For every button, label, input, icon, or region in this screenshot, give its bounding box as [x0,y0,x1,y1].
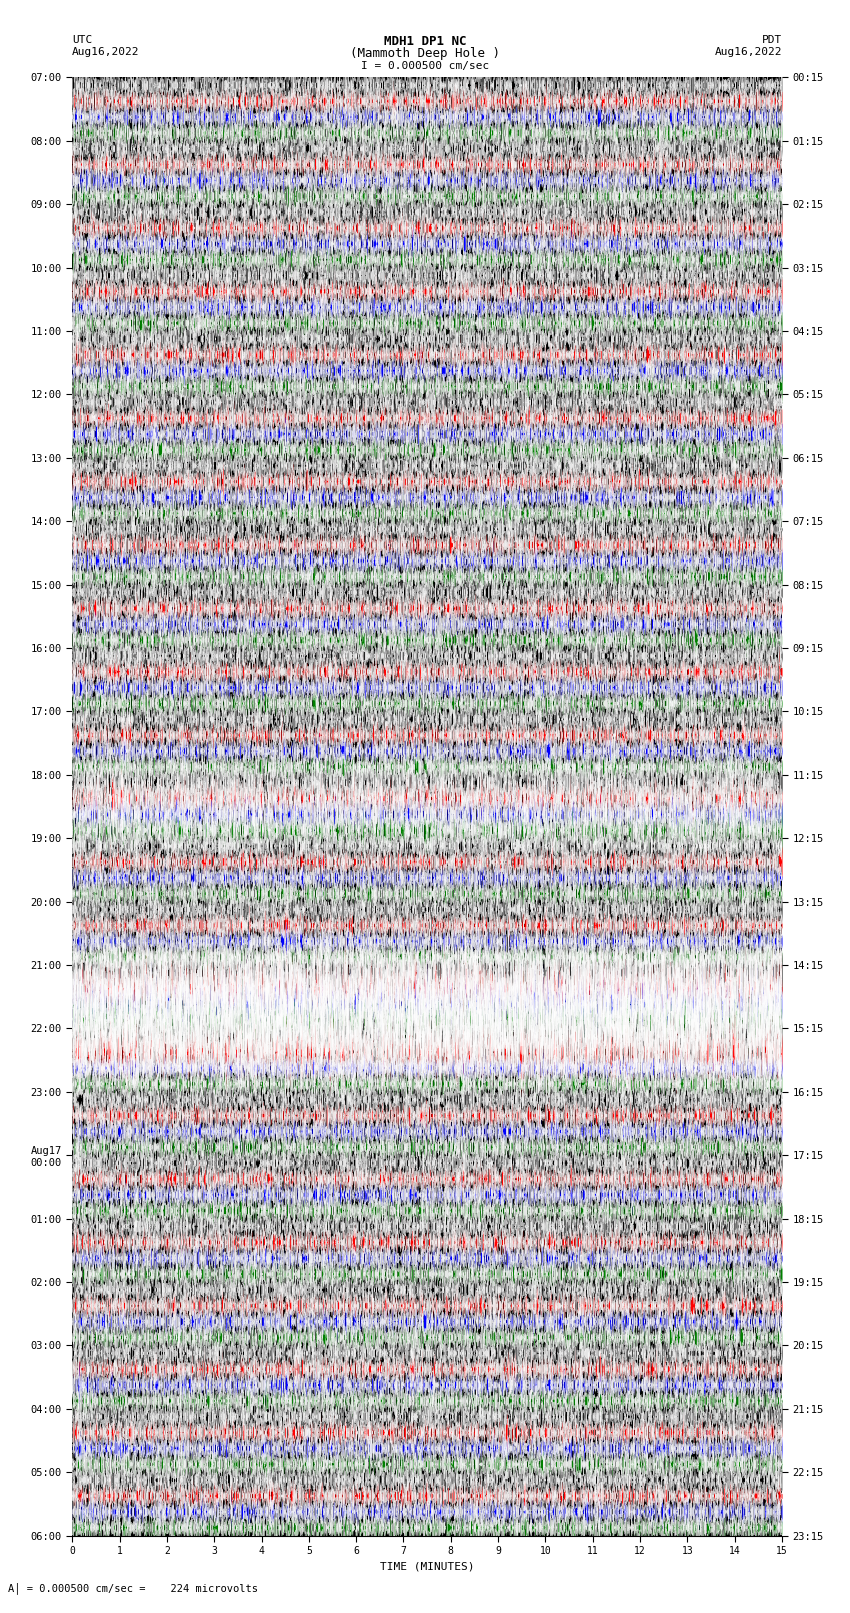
Text: MDH1 DP1 NC: MDH1 DP1 NC [383,35,467,48]
Text: PDT: PDT [762,35,782,45]
Text: I = 0.000500 cm/sec: I = 0.000500 cm/sec [361,61,489,71]
X-axis label: TIME (MINUTES): TIME (MINUTES) [380,1561,474,1571]
Text: UTC: UTC [72,35,93,45]
Text: Aug16,2022: Aug16,2022 [715,47,782,56]
Text: Aug16,2022: Aug16,2022 [72,47,139,56]
Text: (Mammoth Deep Hole ): (Mammoth Deep Hole ) [350,47,500,60]
Text: A│ = 0.000500 cm/sec =    224 microvolts: A│ = 0.000500 cm/sec = 224 microvolts [8,1582,258,1594]
